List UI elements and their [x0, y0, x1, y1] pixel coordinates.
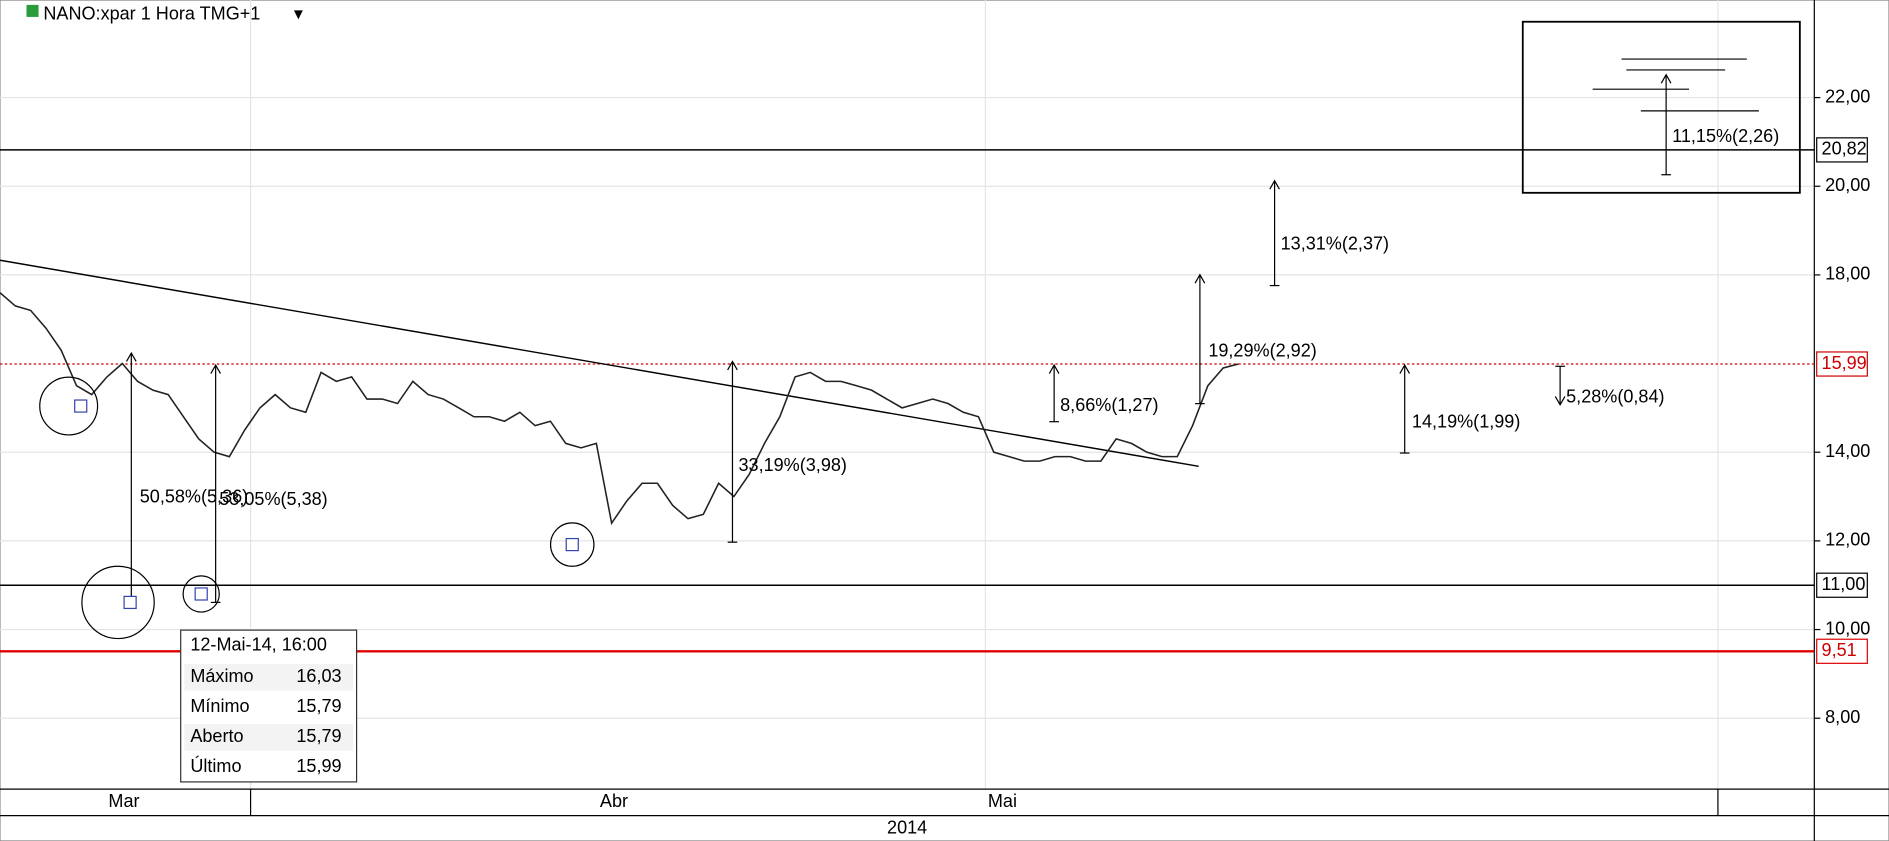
- circle-mark: [39, 376, 99, 436]
- y-tick-label: 12,00: [1825, 530, 1870, 550]
- arrow-head: [1048, 363, 1060, 374]
- tooltip-key: Último: [190, 755, 241, 776]
- y-tick-label: 20,00: [1825, 175, 1870, 195]
- circle-mark: [81, 565, 155, 640]
- arrow-head: [125, 351, 137, 362]
- tooltip-row: [184, 693, 353, 721]
- circle-mark: [549, 522, 595, 567]
- signal-icon: [565, 537, 579, 552]
- chart-title: NANO:xpar 1 Hora TMG+1: [43, 3, 260, 23]
- signal-icon: [194, 587, 208, 601]
- signal-icon: [74, 399, 88, 413]
- price-line: [0, 292, 1239, 526]
- zoom-box: [1521, 20, 1801, 194]
- x-year: 2014: [887, 818, 927, 838]
- y-tick-label: 8,00: [1825, 707, 1860, 727]
- x-tick-label: Mar: [108, 791, 139, 811]
- tooltip-key: Aberto: [190, 726, 243, 746]
- arrow-head: [1399, 363, 1411, 374]
- icon: [26, 4, 39, 17]
- arrow-head: [210, 363, 221, 374]
- arrow-head: [1194, 273, 1206, 284]
- y-tick-label: 18,00: [1825, 264, 1870, 284]
- trend-line: [0, 259, 1199, 467]
- level-box: [1816, 351, 1868, 377]
- measure-label: 19,29%(2,92): [1208, 341, 1316, 361]
- measure-label: 14,19%(1,99): [1412, 412, 1520, 432]
- x-tick-label: Abr: [600, 791, 628, 811]
- measure-label: 13,31%(2,37): [1281, 233, 1389, 253]
- level-label: 15,99: [1822, 353, 1867, 373]
- tooltip-row: [184, 663, 353, 691]
- x-tick-label: Mai: [988, 791, 1017, 811]
- signal-icon: [123, 595, 137, 610]
- circle-mark: [182, 575, 220, 613]
- arrow-head: [1554, 396, 1566, 407]
- level-box: [1816, 572, 1868, 598]
- arrow-head: [1269, 179, 1280, 190]
- tooltip-key: Mínimo: [190, 696, 249, 716]
- level-label: 9,51: [1822, 640, 1857, 660]
- tooltip-value: 15,99: [296, 756, 341, 776]
- tooltip-value: 16,03: [296, 666, 341, 686]
- arrow-head: [727, 360, 738, 371]
- y-tick-label: 14,00: [1825, 441, 1870, 461]
- level-label: 11,00: [1822, 574, 1866, 594]
- tooltip-key: Máximo: [190, 666, 253, 686]
- tooltip-value: 15,79: [296, 696, 341, 716]
- measure-label: 53,05%(5,38): [219, 489, 327, 509]
- dropdown[interactable]: ▾: [294, 3, 303, 23]
- level-box: [1816, 137, 1868, 163]
- arrow-head: [1660, 73, 1672, 84]
- measure-label: 5,28%(0,84): [1566, 386, 1664, 406]
- measure-label: 33,19%(3,98): [738, 455, 846, 475]
- y-tick-label: 22,00: [1825, 86, 1870, 106]
- tooltip-row: [184, 754, 353, 781]
- level-label: 20,82: [1822, 139, 1867, 159]
- measure-label: 11,15%(2,26): [1672, 126, 1779, 146]
- measure-label: 50,58%(5,36): [140, 486, 248, 506]
- level-box: [1816, 638, 1868, 664]
- measure-label: 8,66%(1,27): [1060, 395, 1158, 415]
- tooltip-value: 15,79: [296, 726, 341, 746]
- y-tick-label: 10,00: [1825, 618, 1870, 638]
- tooltip-row: [184, 724, 353, 751]
- tooltip-title: 12-Mai-14, 16:00: [190, 635, 327, 655]
